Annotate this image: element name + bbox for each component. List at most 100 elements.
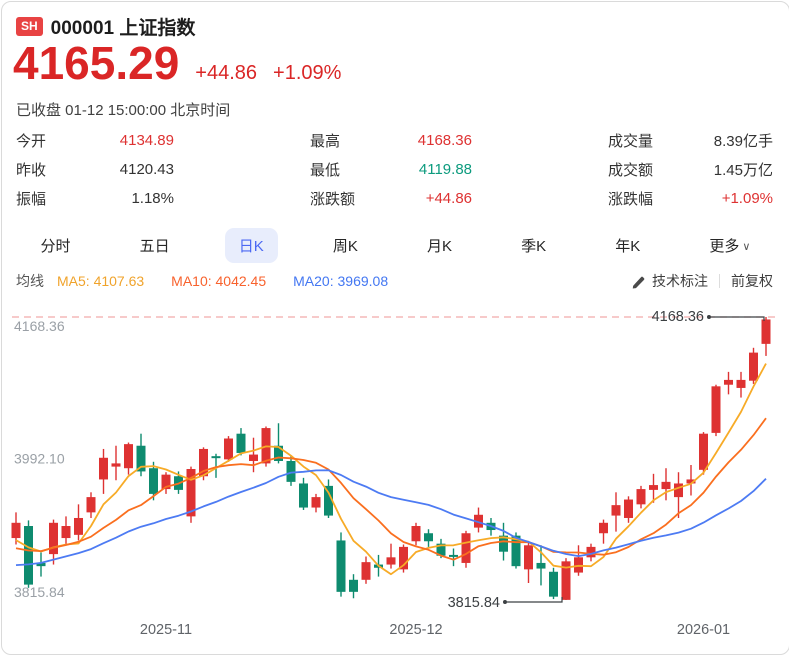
candle-up <box>661 481 671 490</box>
tab-five-day[interactable]: 五日 <box>126 228 184 263</box>
ma10-legend: MA10: 4042.45 <box>171 273 267 289</box>
x-axis-label: 2026-01 <box>677 622 730 638</box>
tab-label: 日K <box>238 237 264 255</box>
period-tabs: 分时 五日 日K 周K 月K 季K 年K 更多 ∨ <box>6 226 785 264</box>
stat-value: 1.18% <box>131 190 174 207</box>
stat-column: 最高 4168.36 最低 4119.88 涨跌额 +44.86 <box>310 126 472 213</box>
candle-up <box>124 444 133 469</box>
candle-up <box>711 386 721 433</box>
ma20-line <box>15 469 767 566</box>
stat-volume: 成交量 8.39亿手 <box>608 126 773 155</box>
candle-up <box>699 433 708 470</box>
tab-label: 年K <box>615 237 641 255</box>
chart-canvas: 4168.36 3992.10 3815.84 2025-11 2025-12 2026-… <box>11 309 780 638</box>
stats-grid: 今开 4134.89 昨收 4120.43 振幅 1.18% 最高 4168.36 最低 4119… <box>16 126 773 213</box>
tab-yearly-k[interactable]: 年K <box>601 228 654 263</box>
forward-adjust-button[interactable]: 前复权 <box>731 271 773 291</box>
candle-up <box>61 526 71 539</box>
tab-more[interactable]: 更多 ∨ <box>695 228 764 263</box>
stat-value: 4134.89 <box>119 132 174 149</box>
candle-up <box>636 489 646 505</box>
tab-label: 周K <box>332 237 358 255</box>
stat-amplitude: 振幅 1.18% <box>16 184 174 213</box>
candle-up <box>311 497 321 508</box>
candle-down <box>511 535 521 567</box>
candle-up <box>411 526 421 542</box>
candle-up <box>611 505 621 516</box>
x-axis-label: 2025-11 <box>140 622 192 638</box>
candle-down <box>324 485 333 516</box>
candle-down <box>436 543 446 556</box>
candle-down <box>136 445 146 472</box>
x-axis-label: 2025-12 <box>389 622 442 638</box>
chart-tools: 技术标注 前复权 <box>632 271 773 291</box>
candle-down <box>549 571 558 597</box>
stat-label: 涨跌额 <box>310 191 356 208</box>
candle-down <box>349 579 358 592</box>
tab-quarterly-k[interactable]: 季K <box>507 228 560 263</box>
tab-label: 分时 <box>40 237 71 255</box>
candle-up <box>224 438 233 460</box>
candle-up <box>99 457 108 480</box>
candle-up <box>11 522 21 539</box>
tab-daily-k[interactable]: 日K <box>224 227 278 263</box>
stat-value: +44.86 <box>425 190 472 207</box>
price-change-percent: +1.09% <box>273 62 342 84</box>
stat-value: 8.39亿手 <box>713 133 773 150</box>
candle-up <box>586 546 596 558</box>
candle-up <box>761 319 771 344</box>
stat-label: 涨跌幅 <box>608 191 654 208</box>
candle-down <box>236 433 246 453</box>
candle-up <box>724 379 733 385</box>
tab-weekly-k[interactable]: 周K <box>319 228 372 263</box>
stat-label: 今开 <box>16 133 47 150</box>
stat-prev-close: 昨收 4120.43 <box>16 155 174 184</box>
high-annotation-dot <box>707 315 711 319</box>
candle-down <box>424 533 433 542</box>
stat-label: 最高 <box>310 133 341 150</box>
y-axis-label: 3992.10 <box>14 451 65 467</box>
stock-header: SH 000001 上证指数 <box>16 13 195 40</box>
stat-turnover: 成交额 1.45万亿 <box>608 155 773 184</box>
candle-down <box>149 468 158 494</box>
stat-label: 成交量 <box>608 133 654 150</box>
tab-minute[interactable]: 分时 <box>27 228 85 263</box>
candle-up <box>561 561 571 600</box>
low-annotation: 3815.84 <box>448 595 500 611</box>
candle-up <box>686 479 696 484</box>
stat-low: 最低 4119.88 <box>310 155 472 184</box>
tab-label: 季K <box>521 237 547 255</box>
stat-change-pct: 涨跌幅 +1.09% <box>608 184 773 213</box>
candle-up <box>199 448 208 477</box>
candle-up <box>74 517 83 535</box>
stat-high: 最高 4168.36 <box>310 126 472 155</box>
tab-label: 更多 <box>709 237 740 255</box>
y-axis-label: 4168.36 <box>14 318 65 334</box>
technical-annotation-label: 技术标注 <box>652 273 708 289</box>
candle-down <box>36 562 46 567</box>
candle-up <box>674 483 683 498</box>
candle-up <box>111 463 121 467</box>
price-row: 4165.29 +44.86 +1.09% <box>13 36 341 90</box>
ma-legend-items: MA5: 4107.63 MA10: 4042.45 MA20: 3969.08 <box>57 273 415 289</box>
candle-up <box>386 557 396 565</box>
ma5-legend: MA5: 4107.63 <box>57 273 145 289</box>
ma-legend-row: 均线 MA5: 4107.63 MA10: 4042.45 MA20: 3969.0… <box>16 271 773 291</box>
stock-title: 000001 上证指数 <box>50 18 196 39</box>
candle-down <box>211 456 221 459</box>
tab-monthly-k[interactable]: 月K <box>413 228 466 263</box>
technical-annotation-button[interactable]: 技术标注 <box>632 271 708 291</box>
stat-open: 今开 4134.89 <box>16 126 174 155</box>
candlestick-chart[interactable]: 4168.36 3992.10 3815.84 2025-11 2025-12 2026-… <box>2 302 789 654</box>
stat-label: 振幅 <box>16 191 47 208</box>
chevron-down-icon: ∨ <box>742 240 751 253</box>
ma10-line <box>15 417 767 561</box>
candle-up <box>249 454 258 461</box>
candle-up <box>161 474 171 490</box>
stat-value: 4120.43 <box>119 161 174 178</box>
candle-up <box>624 499 633 518</box>
price-change: +44.86 <box>195 62 258 84</box>
candle-up <box>599 522 608 534</box>
candle-down <box>24 526 33 585</box>
ma-legend-title: 均线 <box>16 273 44 289</box>
